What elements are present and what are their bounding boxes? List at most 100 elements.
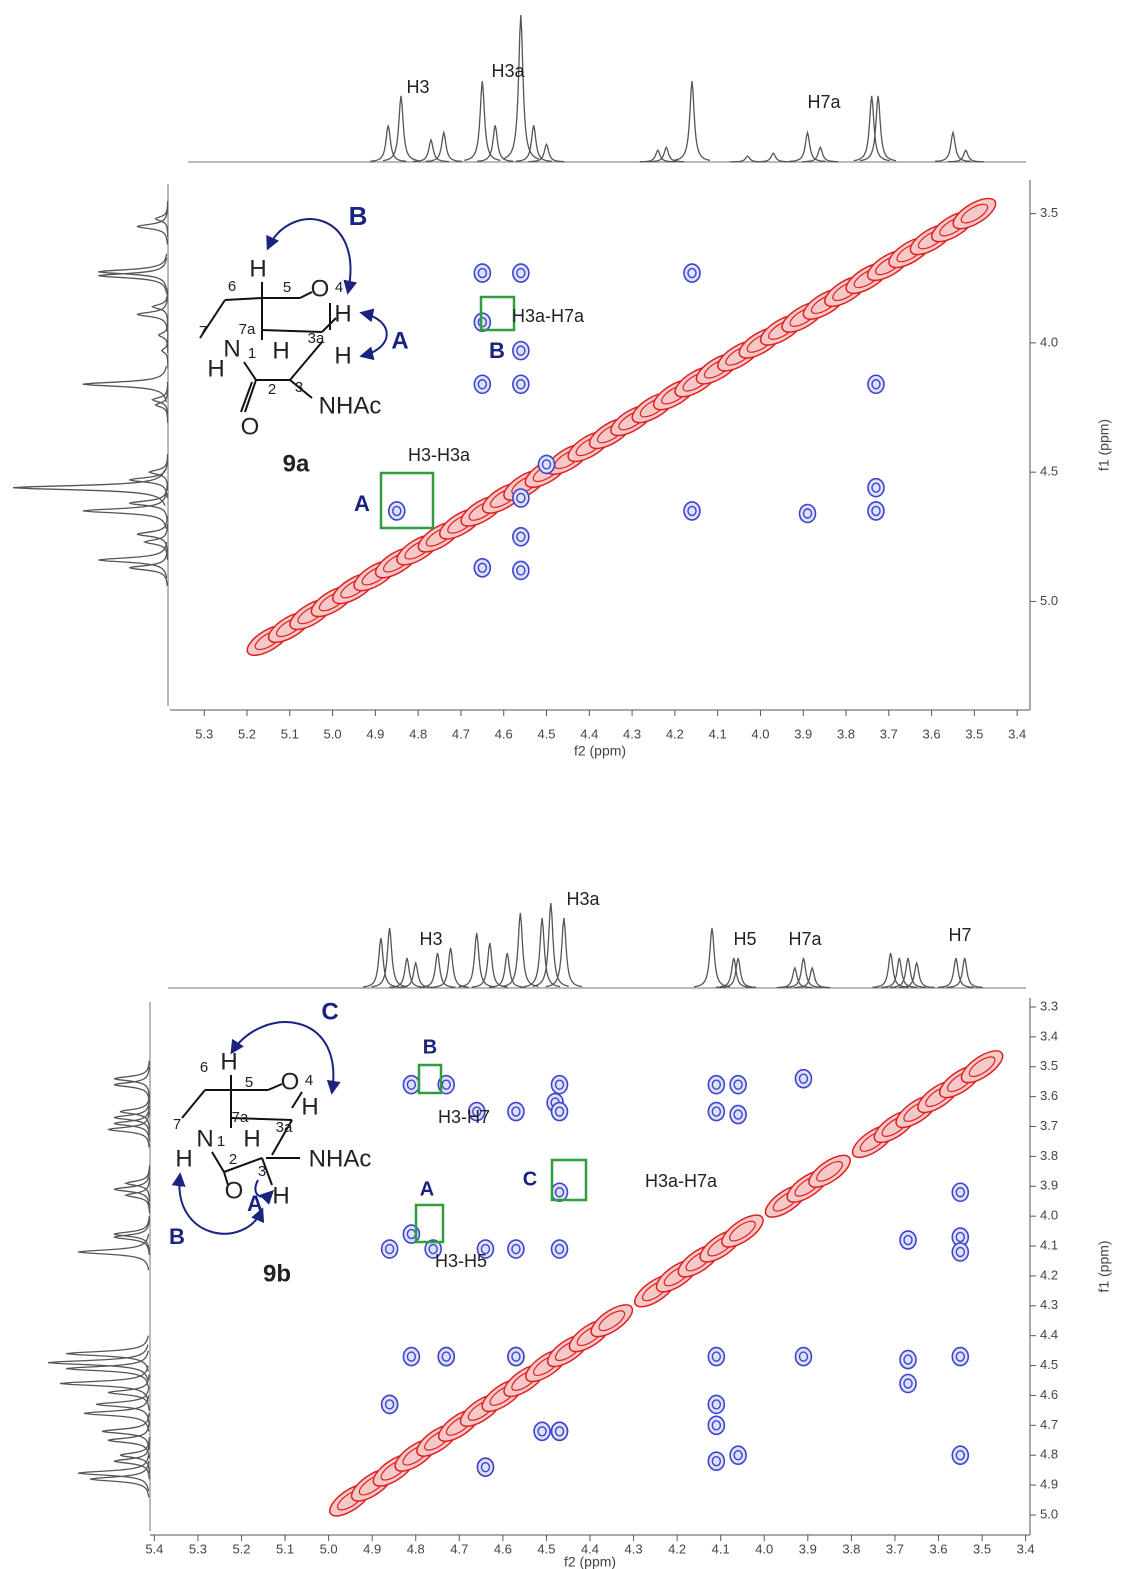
contour [795, 1348, 811, 1366]
cross-peak [708, 1395, 724, 1413]
contour [513, 489, 529, 507]
structure-label: 7a [232, 1109, 249, 1126]
x-tick-label: 3.9 [799, 1541, 817, 1556]
x-tick-label: 5.1 [281, 726, 299, 741]
x-tick-label: 3.8 [837, 726, 855, 741]
x-tick-label: 3.9 [794, 726, 812, 741]
structure-label: A [391, 327, 408, 354]
projection-peak [413, 140, 449, 162]
peak-label: H7a [788, 929, 822, 949]
bond [290, 342, 322, 380]
contour [477, 1458, 493, 1476]
cross-peak [552, 1183, 568, 1201]
cross-peak [508, 1348, 524, 1366]
projection-peak [83, 366, 167, 402]
contour [513, 342, 529, 360]
x-tick-label: 4.7 [452, 726, 470, 741]
contour [952, 1183, 968, 1201]
cross-peak [795, 1070, 811, 1088]
contour [586, 1299, 637, 1343]
structure-label: H [175, 1145, 192, 1172]
contour [795, 1070, 811, 1088]
contour [474, 313, 490, 331]
x-tick-label: 4.4 [580, 726, 598, 741]
cross-peak [513, 264, 529, 282]
projection-peak [108, 1422, 149, 1458]
x-tick-label: 4.5 [537, 1541, 555, 1556]
projection-peak [935, 133, 971, 162]
x-tick-label: 4.6 [495, 726, 513, 741]
projection-peak [899, 963, 935, 988]
contour [389, 502, 405, 520]
structure-label: 2 [229, 1151, 237, 1168]
projection-peak [78, 1234, 149, 1270]
contour [900, 1231, 916, 1249]
x-tick-label: 4.8 [409, 726, 427, 741]
cross-peak [708, 1348, 724, 1366]
projection-peak [694, 928, 730, 987]
cross-peak [477, 1458, 493, 1476]
cross-peak [552, 1076, 568, 1094]
contour [438, 1348, 454, 1366]
y-tick-label: 4.2 [1040, 1267, 1058, 1282]
y-tick-label: 4.5 [1040, 1357, 1058, 1372]
structure-label: 6 [200, 1059, 208, 1076]
peak-label: H3 [406, 77, 429, 97]
x-tick-label: 4.2 [666, 726, 684, 741]
contour [403, 1076, 419, 1094]
cross-peak [552, 1240, 568, 1258]
cross-peak [708, 1103, 724, 1121]
structure-label: H [243, 1125, 260, 1152]
contour [900, 1351, 916, 1369]
contour [708, 1395, 724, 1413]
x-tick-label: 5.1 [276, 1541, 294, 1556]
cross-peak [952, 1348, 968, 1366]
projection-peak [48, 1345, 148, 1381]
diagonal-peak [957, 1045, 1008, 1089]
contour [552, 1240, 568, 1258]
cross-peak [403, 1076, 419, 1094]
noe-letter: B [489, 338, 505, 363]
contour [708, 1348, 724, 1366]
cross-peak [552, 1103, 568, 1121]
peak-label: H3 [419, 929, 442, 949]
structure-label: 9b [263, 1260, 291, 1287]
y-tick-label: 3.3 [1040, 998, 1058, 1013]
y-tick-label: 4.3 [1040, 1297, 1058, 1312]
cross-peak [795, 1348, 811, 1366]
highlight-box [419, 1065, 441, 1093]
x-tick-label: 4.1 [709, 726, 727, 741]
cross-peak [508, 1240, 524, 1258]
structure-label: 2 [268, 381, 276, 398]
bond [225, 298, 262, 300]
contour [868, 479, 884, 497]
cross-peak [900, 1351, 916, 1369]
contour [952, 1348, 968, 1366]
y-tick-label: 4.7 [1040, 1417, 1058, 1432]
projection-peak [372, 928, 408, 987]
x-tick-label: 3.7 [886, 1541, 904, 1556]
x-tick-label: 4.3 [623, 726, 641, 741]
projection-peak [137, 296, 167, 332]
diagonal-peak [717, 1209, 768, 1253]
cross-peak [513, 342, 529, 360]
contour [513, 561, 529, 579]
projection-peak [98, 258, 166, 294]
cross-peak [513, 528, 529, 546]
projection-peak [114, 1171, 149, 1207]
structure-label: 7 [173, 1116, 181, 1133]
contour [952, 1243, 968, 1261]
y-tick-label: 4.0 [1040, 1208, 1058, 1223]
x-tick-label: 4.8 [407, 1541, 425, 1556]
x-tick-label: 3.5 [965, 726, 983, 741]
projection-peak [529, 144, 565, 161]
projection-peak [137, 209, 167, 245]
highlight-box [416, 1205, 443, 1242]
x-axis-label: f2 (ppm) [564, 1554, 616, 1569]
cross-peak [900, 1231, 916, 1249]
cross-peak [539, 455, 555, 473]
y-tick-label: 3.9 [1040, 1178, 1058, 1193]
contour [539, 455, 555, 473]
cross-peak [513, 561, 529, 579]
structure-label: H [301, 1093, 318, 1120]
